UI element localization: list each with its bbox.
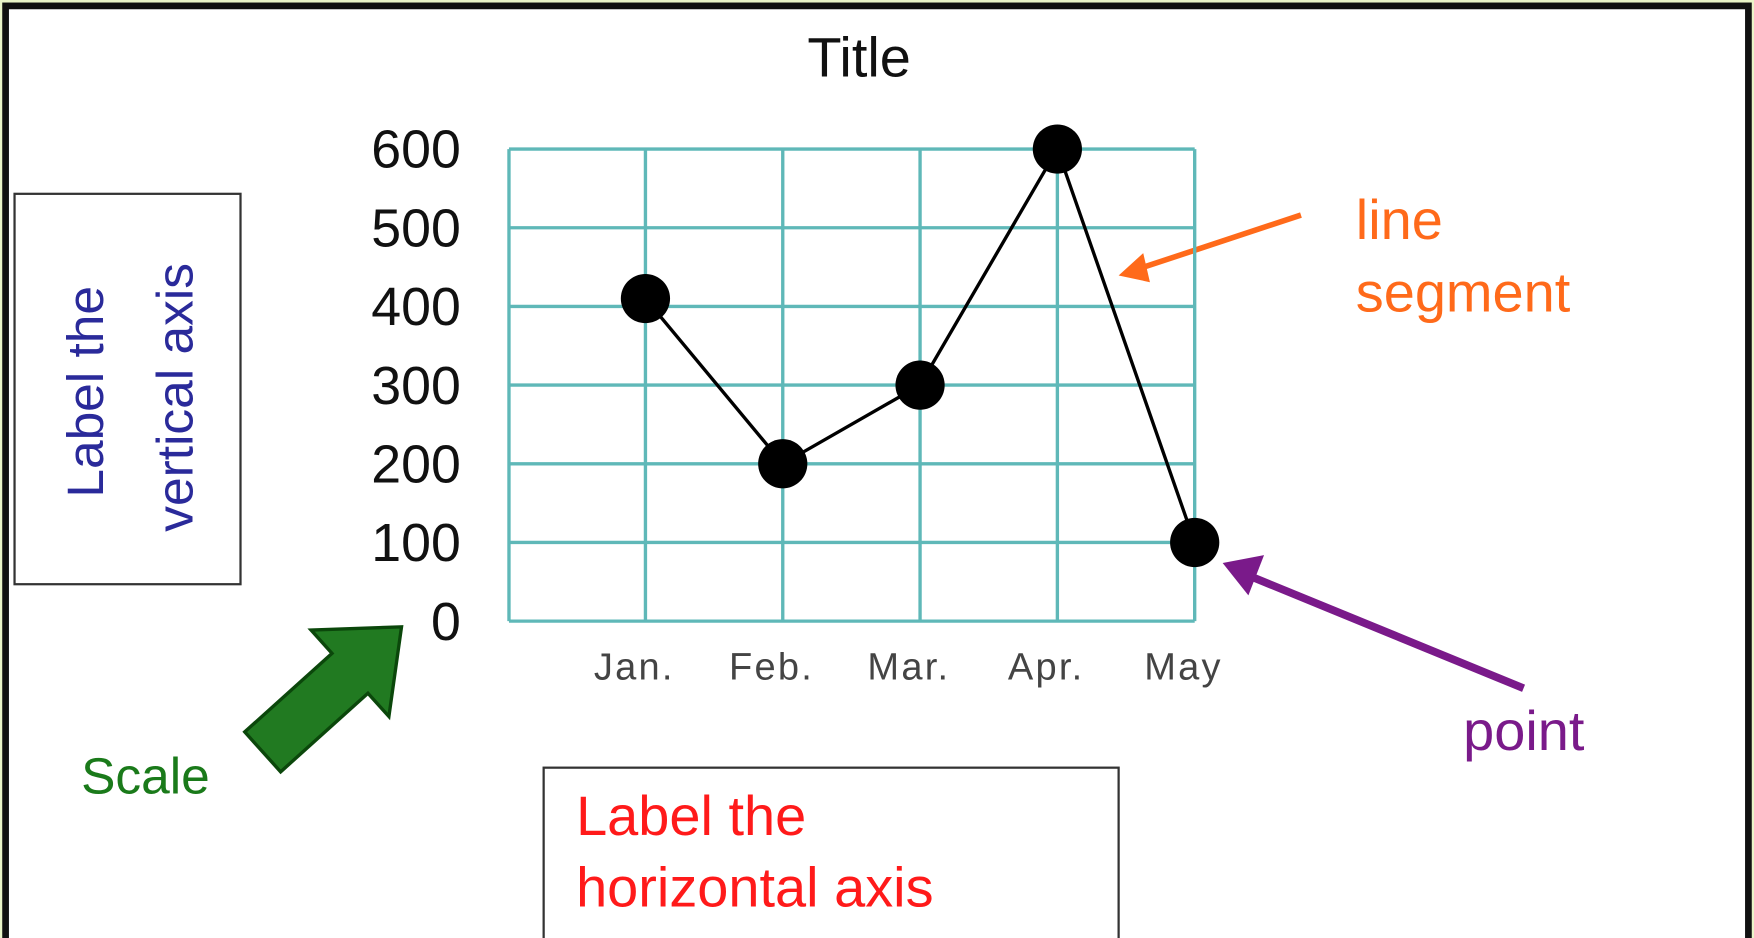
x-tick-label: Apr. xyxy=(1008,646,1085,688)
x-tick-label: Feb. xyxy=(729,646,814,688)
x-tick-label: May xyxy=(1144,646,1223,688)
y-tick-label: 200 xyxy=(371,434,461,494)
x-axis-label: horizontal axis xyxy=(576,856,933,919)
y-axis-label: vertical axis xyxy=(146,263,204,532)
y-tick-label: 100 xyxy=(371,513,461,573)
arrow-line xyxy=(1137,212,1302,272)
y-tick-label: 300 xyxy=(371,356,461,416)
point xyxy=(758,439,808,489)
point xyxy=(620,273,671,324)
y-tick-label: 400 xyxy=(371,277,461,337)
y-label-box xyxy=(13,192,242,586)
arrow-line xyxy=(1249,572,1526,692)
scale-arrow xyxy=(242,625,404,775)
x-tick-label: Jan. xyxy=(594,646,675,688)
y-tick-label: 500 xyxy=(371,198,461,258)
arrow-head xyxy=(1118,253,1150,283)
x-tick-label: Mar. xyxy=(867,646,950,688)
x-label-box xyxy=(542,766,1120,938)
x-axis-label: Label the xyxy=(576,784,806,847)
y-axis-label: Label the xyxy=(56,286,114,498)
annotation: point xyxy=(1463,699,1585,762)
arrow-shape xyxy=(242,625,404,775)
point xyxy=(895,360,945,410)
arrow-head xyxy=(1222,555,1265,596)
annotation: segment xyxy=(1356,261,1571,324)
y-tick-label: 0 xyxy=(431,592,461,652)
chart-title: Title xyxy=(807,26,911,89)
annotation: line xyxy=(1356,188,1443,251)
point xyxy=(1032,124,1082,174)
annotation: Scale xyxy=(81,747,210,805)
point xyxy=(1170,517,1220,568)
y-tick-label: 600 xyxy=(371,120,461,180)
